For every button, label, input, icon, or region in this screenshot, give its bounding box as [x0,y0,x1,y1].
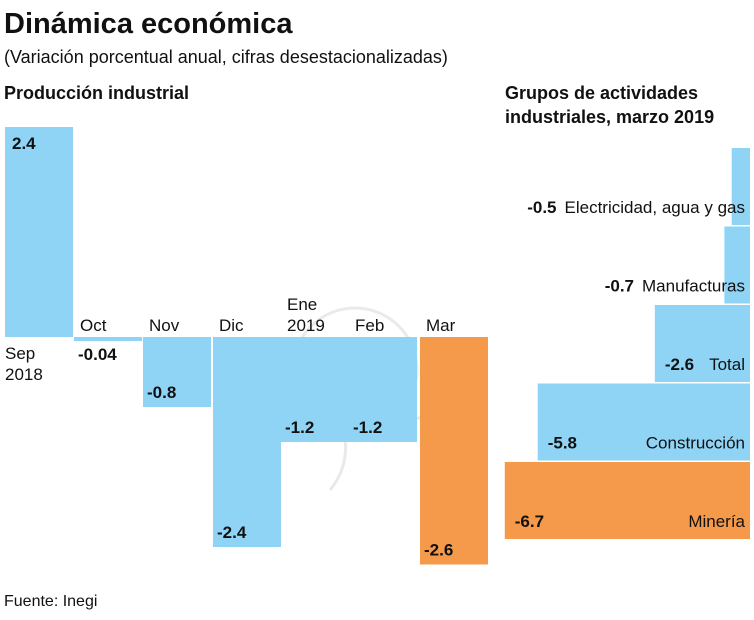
category-label: Total [709,355,745,374]
value-label: -0.04 [78,345,117,364]
category-label: Feb [355,316,384,335]
right-chart-title-line1: Grupos de actividades [505,83,698,103]
category-label: Electricidad, agua y gas [565,198,746,217]
value-label: -0.8 [147,383,176,402]
category-label: Oct [80,316,107,335]
category-label: Nov [149,316,180,335]
value-label: -2.6 [665,355,694,374]
category-label: Dic [219,316,244,335]
value-label: -1.2 [353,418,382,437]
bar-nov [143,337,211,407]
bar-oct [74,337,142,341]
bar-group [537,383,750,461]
right-chart-title-line2: industriales, marzo 2019 [505,107,714,127]
category-label: Ene [287,295,317,314]
chart-title: Dinámica económica [4,8,293,40]
bar-mar [420,337,488,565]
category-label: 2019 [287,316,325,335]
production-bars: Sep 2018 2.4 Oct -0.04 Nov -0.8 Dic -2.4 Ene 2019 -… [5,127,488,565]
source-note: Fuente: Inegi [4,593,97,610]
activity-group-bars: Electricidad, agua y gas -0.5 Manufacturas… [504,148,750,539]
category-label: Construcción [646,434,745,453]
value-label: -1.2 [285,418,314,437]
category-label: 2018 [5,365,43,384]
left-chart-title: Producción industrial [4,83,189,103]
category-label: Minería [688,512,745,531]
value-label: -0.7 [605,277,634,296]
value-label: -5.8 [548,434,577,453]
bar-dic [213,337,281,547]
value-label: -0.5 [527,198,556,217]
chart-subtitle: (Variación porcentual anual, cifras dese… [4,47,448,67]
bar-sep [5,127,73,337]
bar-group [654,305,750,382]
value-label: -2.4 [217,523,247,542]
category-label: Manufacturas [642,277,745,296]
value-label: 2.4 [12,134,36,153]
bar-group [731,148,750,225]
bar-ene [281,337,349,442]
value-label: -6.7 [515,512,544,531]
category-label: Mar [426,316,456,335]
value-label: -2.6 [424,541,453,560]
bar-feb [349,337,417,442]
category-label: Sep [5,344,35,363]
bar-group [504,462,750,539]
bar-group [724,226,750,304]
